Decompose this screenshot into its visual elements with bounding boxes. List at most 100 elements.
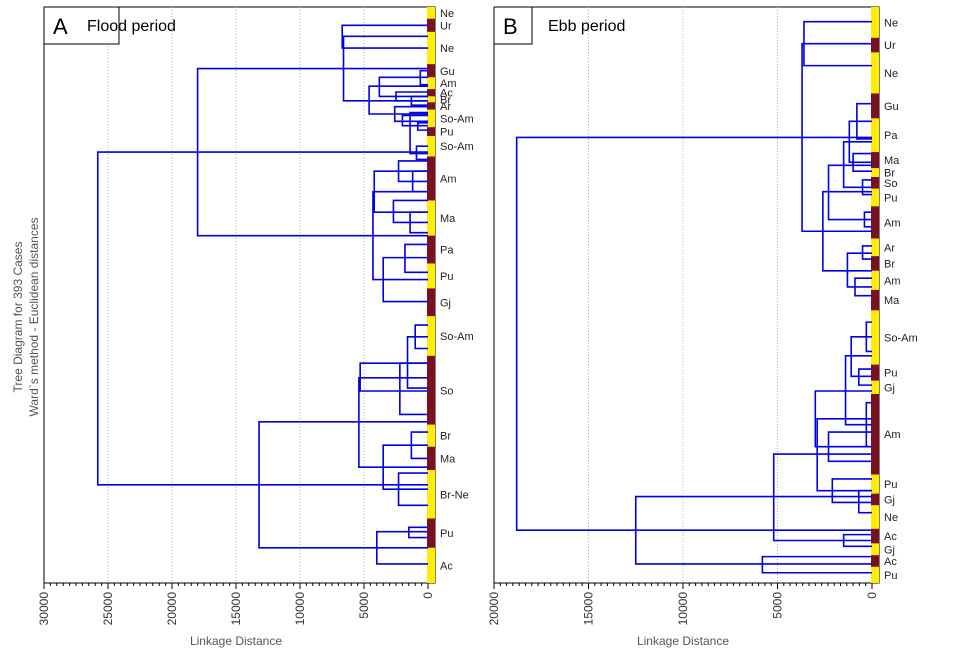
- leaf-strip-segment: [427, 7, 435, 19]
- leaf-strip-segment: [427, 31, 435, 65]
- x-tick-label: 15000: [582, 592, 596, 626]
- panel-title: Flood period: [87, 18, 176, 35]
- leaf-strip-segment: [427, 102, 435, 110]
- leaf-group-label: Ur: [884, 40, 896, 52]
- x-tick-label: 10000: [293, 592, 307, 626]
- leaf-strip-segment: [871, 168, 879, 178]
- leaf-strip-segment: [871, 566, 879, 583]
- leaf-strip-segment: [427, 316, 435, 356]
- dendrogram-link: [96, 151, 428, 486]
- leaf-strip-segment: [871, 270, 879, 290]
- leaf-strip-segment: [871, 206, 879, 239]
- leaf-strip-segment: [871, 393, 879, 475]
- leaf-group-label: Pa: [884, 130, 898, 142]
- leaf-group-label: Ne: [440, 43, 454, 55]
- leaf-group-label: Am: [884, 217, 901, 229]
- leaf-group-label: Gu: [440, 66, 455, 78]
- dendrogram-link: [341, 24, 428, 49]
- leaf-strip-segment: [427, 446, 435, 471]
- leaf-group-label: Pu: [884, 570, 897, 582]
- leaf-group-label: Am: [440, 173, 457, 185]
- leaf-strip-segment: [427, 355, 435, 425]
- x-tick-label: 5000: [357, 592, 371, 619]
- leaf-strip-segment: [871, 188, 879, 207]
- panel-letter-box: [493, 6, 533, 45]
- leaf-strip-segment: [427, 424, 435, 447]
- leaf-group-label: Ma: [440, 453, 456, 465]
- leaf-group-label: Ma: [884, 155, 900, 167]
- leaf-strip-segment: [871, 493, 879, 506]
- x-tick-label: 10000: [676, 592, 690, 626]
- leaf-group-label: Ac: [884, 531, 897, 543]
- leaf-group-label: So: [440, 385, 453, 397]
- panel-b: 20000 15000 10000 5000 0 Linkage Distance Ne Ur…: [487, 6, 918, 648]
- leaf-group-label: Am: [884, 275, 901, 287]
- leaf-strip-segment: [871, 238, 879, 257]
- leaf-strip-segment: [871, 474, 879, 494]
- leaf-strip-segment: [871, 310, 879, 365]
- leaf-group-label: Ma: [884, 295, 900, 307]
- leaf-strip-segment: [427, 263, 435, 289]
- leaf-strip-segment: [871, 37, 879, 53]
- leaf-strip-segment: [871, 528, 879, 544]
- leaf-group-label: Ma: [440, 213, 456, 225]
- dendrogram-link: [814, 390, 872, 448]
- leaf-group-label: Pu: [884, 368, 897, 380]
- leaf-strip-segment: [427, 64, 435, 78]
- leaf-strip-segment: [871, 555, 879, 567]
- x-tick-label: 30000: [37, 592, 51, 626]
- leaf-group-label: Ac: [884, 556, 897, 568]
- dendrogram-link: [515, 136, 872, 532]
- leaf-group-label: Ne: [440, 8, 454, 20]
- x-tick-label: 20000: [487, 592, 501, 626]
- leaf-strip-segment: [871, 543, 879, 556]
- leaf-strip-segment: [871, 364, 879, 381]
- leaf-group-label: So-Am: [440, 331, 474, 343]
- leaf-group-label: Gj: [884, 494, 895, 506]
- leaf-strip-segment: [427, 518, 435, 548]
- leaf-strip-segment: [427, 109, 435, 128]
- leaf-group-label: Ne: [884, 68, 898, 80]
- leaf-strip-segment: [427, 547, 435, 583]
- leaf-strip-segment: [871, 289, 879, 311]
- leaf-strip-segment: [427, 18, 435, 32]
- leaf-group-label: Br-Ne: [440, 489, 469, 501]
- leaf-group-label: Am: [884, 429, 901, 441]
- leaf-group-label: Pu: [440, 127, 453, 139]
- leaf-group-label: So-Am: [440, 141, 474, 153]
- leaf-group-label: Ac: [440, 560, 453, 572]
- leaf-strip-segment: [427, 135, 435, 157]
- leaf-group-label: Ac: [440, 88, 453, 100]
- leaf-group-label: Br: [440, 431, 451, 443]
- leaf-strip-segment: [427, 288, 435, 317]
- x-tick-label: 20000: [165, 592, 179, 626]
- panel-letter-box: [43, 6, 120, 45]
- x-tick-label: 0: [865, 592, 879, 599]
- leaf-strip-segment: [427, 89, 435, 97]
- leaf-group-label: Pu: [440, 271, 453, 283]
- leaf-group-label: Ar: [884, 242, 895, 254]
- leaf-strip-segment: [427, 77, 435, 90]
- leaf-group-label: Pu: [884, 479, 897, 491]
- dendrogram-link: [409, 111, 428, 155]
- leaf-group-label: Ne: [884, 512, 898, 524]
- leaf-strip-segment: [871, 152, 879, 169]
- x-tick-label: 25000: [101, 592, 115, 626]
- leaf-strip-segment: [871, 52, 879, 94]
- panel-letter: A: [53, 14, 68, 39]
- leaf-group-label: Gj: [440, 297, 451, 309]
- panel-letter: B: [503, 14, 518, 39]
- leaf-strip-segment: [427, 200, 435, 236]
- leaf-group-label: Ne: [884, 17, 898, 29]
- x-tick-label: 0: [421, 592, 435, 599]
- y-axis-label-line1: Tree Diagram for 393 Cases: [11, 242, 25, 393]
- leaf-group-label: Ur: [440, 20, 452, 32]
- leaf-strip-segment: [427, 235, 435, 264]
- leaf-strip-segment: [427, 470, 435, 519]
- panel-a: 30000 25000 20000 15000 10000 5000 0 Linkage Di…: [37, 6, 474, 648]
- leaf-group-label: Br: [884, 168, 895, 180]
- leaf-group-label: So-Am: [884, 333, 918, 345]
- plot-frame: [43, 6, 436, 584]
- leaf-group-label: Ar: [440, 101, 451, 113]
